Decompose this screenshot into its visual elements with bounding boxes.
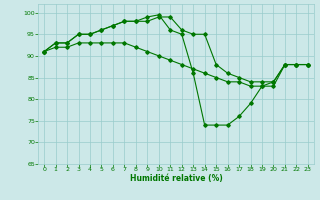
X-axis label: Humidité relative (%): Humidité relative (%) <box>130 174 222 183</box>
